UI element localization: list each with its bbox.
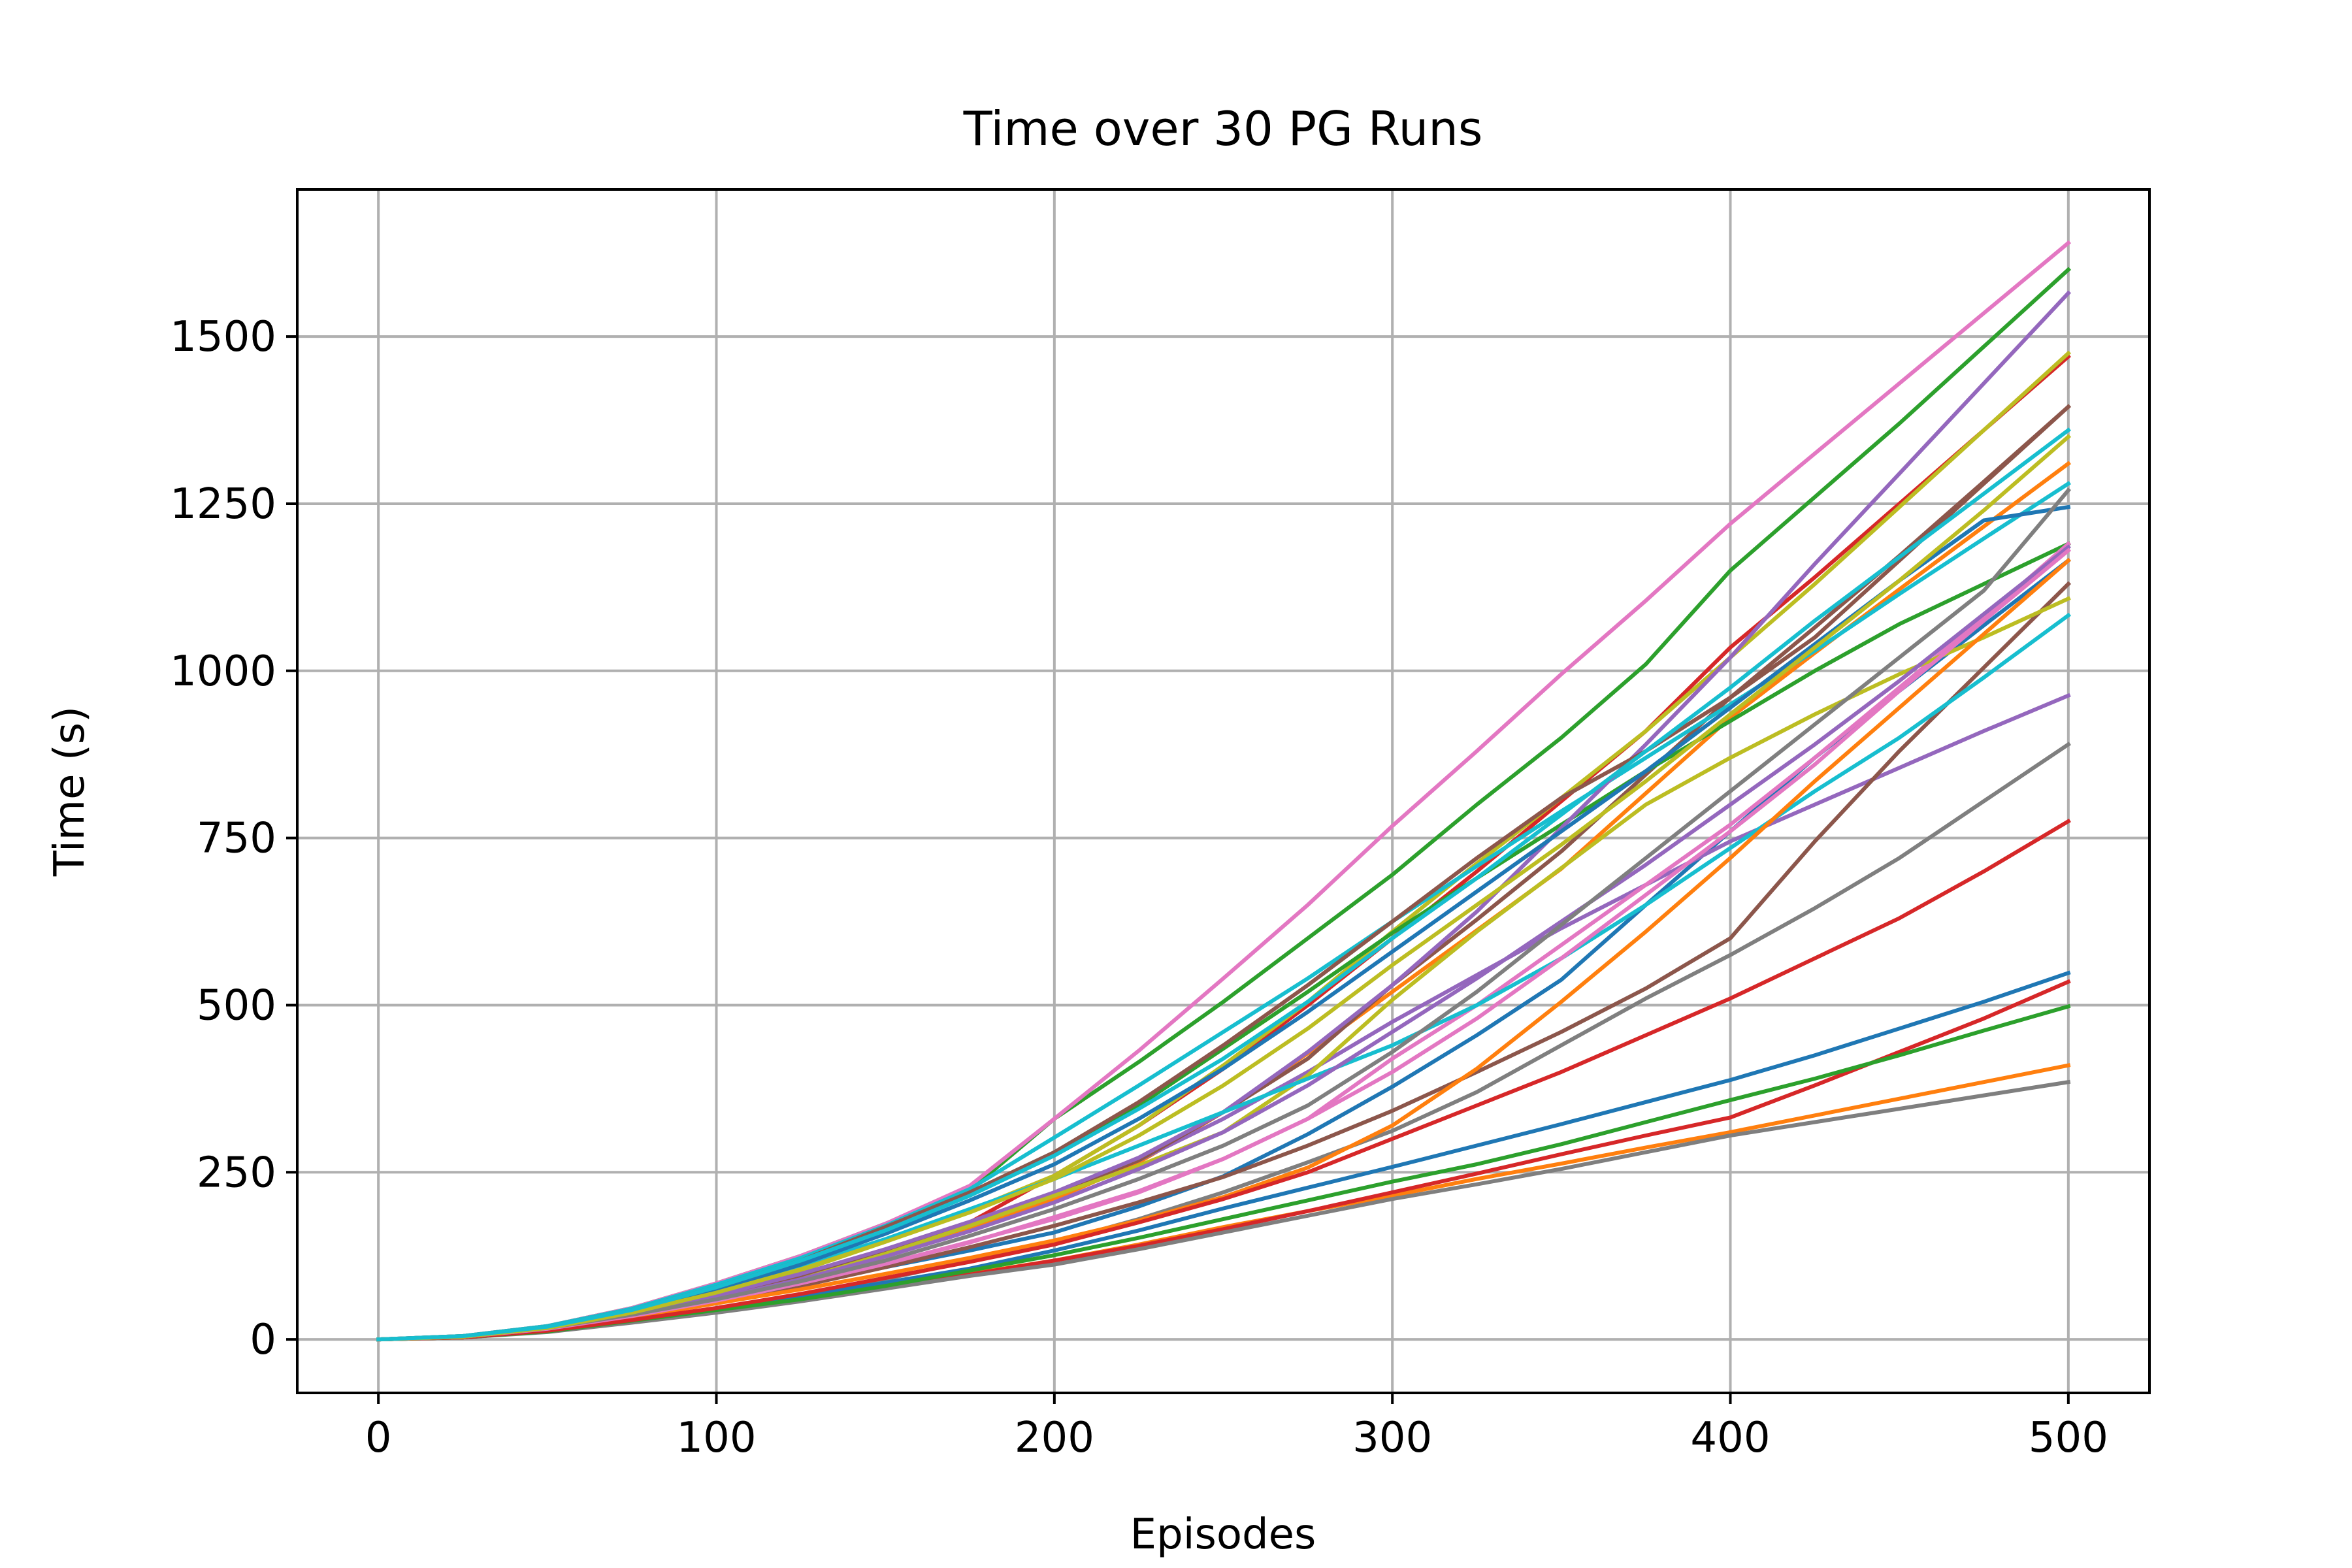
plot-frame xyxy=(296,188,2151,1394)
y-tick-label: 1000 xyxy=(170,647,276,696)
x-tick-label: 300 xyxy=(1352,1414,1432,1462)
chart-title: Time over 30 PG Runs xyxy=(963,101,1483,156)
series-lines xyxy=(376,240,2072,1342)
y-tick-label: 1500 xyxy=(170,313,276,361)
x-tick-label: 500 xyxy=(2029,1414,2108,1462)
x-tick-label: 200 xyxy=(1015,1414,1094,1462)
series-line-30 xyxy=(376,427,2072,1342)
y-tick-label: 500 xyxy=(197,981,276,1030)
y-axis-label: Time (s) xyxy=(46,706,94,877)
x-tick-label: 100 xyxy=(676,1414,756,1462)
series-line-24 xyxy=(376,818,2071,1342)
y-axis: 0 250 500 750 1000 1250 1500 xyxy=(170,313,297,1364)
x-tick-label: 400 xyxy=(1690,1414,1770,1462)
y-tick-label: 1250 xyxy=(170,480,276,529)
series-line-29 xyxy=(376,434,2072,1342)
x-tick-label: 0 xyxy=(365,1414,392,1462)
x-axis-label: Episodes xyxy=(1130,1511,1316,1559)
series-line-28 xyxy=(376,487,2072,1342)
y-tick-label: 250 xyxy=(197,1149,276,1197)
y-tick-label: 0 xyxy=(250,1316,276,1364)
x-axis: 0 100 200 300 400 500 xyxy=(365,1393,2108,1462)
series-line-18 xyxy=(376,1079,2071,1342)
y-tick-label: 750 xyxy=(197,815,276,863)
